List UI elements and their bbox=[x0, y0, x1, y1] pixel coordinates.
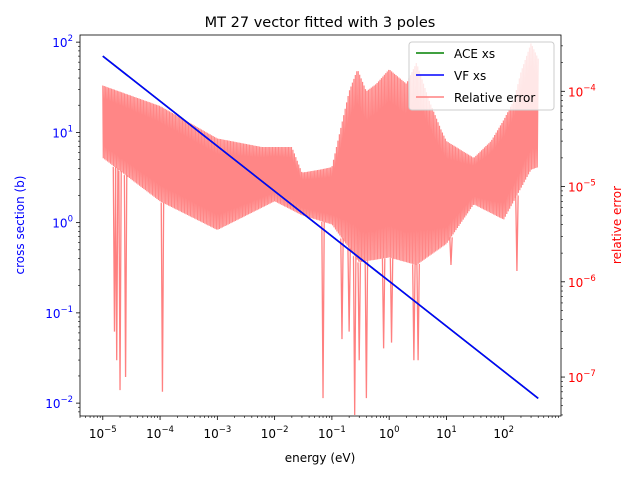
x-tick-label-0: 10−5 bbox=[89, 425, 117, 441]
legend: ACE xs VF xs Relative error bbox=[408, 41, 555, 111]
x-axis-label: energy (eV) bbox=[285, 451, 356, 465]
x-tick-label-5: 100 bbox=[379, 425, 400, 441]
relative-error-dip-16 bbox=[515, 195, 519, 271]
y2-tick-label-3: 10−4 bbox=[568, 83, 596, 99]
legend-label-vf-xs: VF xs bbox=[454, 69, 486, 83]
x-tick-label-6: 101 bbox=[436, 425, 457, 441]
y-tick-label-1: 10−1 bbox=[45, 305, 73, 321]
relative-error-dip-11 bbox=[381, 258, 386, 349]
relative-error-dip-3 bbox=[123, 175, 128, 378]
plot-frame bbox=[79, 34, 562, 417]
y2-tick-label-1: 10−6 bbox=[568, 274, 596, 290]
relative-error-dip-12 bbox=[389, 258, 394, 343]
relative-error-dip-8 bbox=[352, 256, 357, 415]
y2-axis-label: relative error bbox=[610, 186, 624, 264]
legend-box bbox=[408, 41, 555, 111]
y-tick-label-0: 10−2 bbox=[45, 395, 73, 411]
y-tick-label-3: 101 bbox=[52, 124, 73, 140]
vf-xs-series bbox=[102, 55, 539, 399]
legend-label-ace-xs: ACE xs bbox=[454, 47, 495, 61]
relative-error-series bbox=[102, 43, 539, 265]
x-tick-label-3: 10−2 bbox=[261, 425, 289, 441]
relative-error-dip-6 bbox=[340, 238, 344, 340]
y-tick-label-4: 102 bbox=[52, 34, 73, 50]
chart-title: MT 27 vector fitted with 3 poles bbox=[205, 15, 436, 31]
x-tick-label-1: 10−4 bbox=[146, 425, 174, 441]
x-tick-label-7: 102 bbox=[493, 425, 514, 441]
y2-tick-label-2: 10−5 bbox=[568, 179, 596, 195]
relative-error-dip-10 bbox=[364, 261, 369, 399]
relative-error-dip-13 bbox=[412, 264, 416, 361]
relative-error-dip-7 bbox=[347, 248, 351, 332]
legend-label-relative-error: Relative error bbox=[454, 91, 535, 105]
relative-error-dip-14 bbox=[416, 263, 420, 361]
y2-tick-label-0: 10−7 bbox=[568, 369, 596, 385]
x-tick-label-4: 10−1 bbox=[318, 425, 346, 441]
relative-error-dip-5 bbox=[321, 221, 325, 399]
relative-error-dip-4 bbox=[160, 202, 165, 392]
y-tick-label-2: 100 bbox=[52, 215, 73, 231]
relative-error-dip-15 bbox=[449, 237, 453, 266]
relative-error-dip-9 bbox=[357, 262, 362, 361]
x-tick-label-2: 10−3 bbox=[203, 425, 231, 441]
relative-error-dip-2 bbox=[118, 170, 122, 391]
y-axis-label: cross section (b) bbox=[13, 176, 27, 275]
relative-error-dip-1 bbox=[114, 168, 119, 361]
